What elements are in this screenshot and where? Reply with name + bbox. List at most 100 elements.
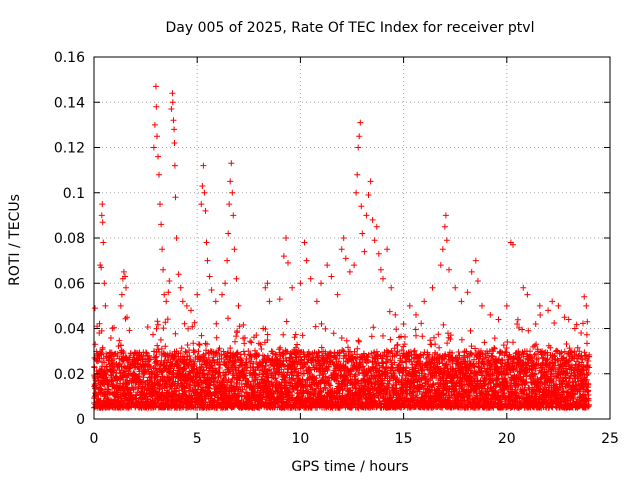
data-point <box>467 327 474 334</box>
data-point <box>205 370 212 377</box>
data-point <box>172 330 179 337</box>
data-point <box>458 336 465 343</box>
data-point <box>370 324 377 331</box>
data-point <box>216 345 223 352</box>
data-point <box>205 354 212 361</box>
data-point <box>160 325 167 332</box>
data-point <box>207 382 214 389</box>
data-point <box>240 321 247 328</box>
data-point <box>343 337 350 344</box>
data-point <box>436 344 443 351</box>
data-point <box>147 356 154 363</box>
data-point <box>139 379 146 386</box>
data-point <box>440 321 447 328</box>
data-point <box>153 325 160 332</box>
data-point <box>455 349 462 355</box>
data-point <box>186 353 193 359</box>
data-point <box>330 330 337 337</box>
data-point <box>164 316 171 323</box>
data-point <box>338 335 345 341</box>
data-point <box>144 324 151 330</box>
data-point <box>94 391 101 398</box>
data-point <box>444 340 451 347</box>
data-point <box>170 367 177 374</box>
data-point <box>191 361 198 368</box>
data-point <box>225 315 231 322</box>
data-point <box>393 326 400 333</box>
data-point <box>195 348 202 355</box>
data-point <box>322 325 329 332</box>
data-point <box>318 320 325 327</box>
data-point <box>283 318 290 325</box>
data-point <box>355 337 362 344</box>
data-point <box>158 345 165 352</box>
data-point <box>154 342 161 349</box>
data-point <box>196 341 203 348</box>
data-point <box>98 366 105 373</box>
data-point <box>190 340 197 347</box>
y-axis-label: ROTI / TECUs <box>7 194 23 286</box>
data-point <box>213 334 220 341</box>
data-point <box>312 323 319 330</box>
data-point <box>213 320 220 327</box>
data-point <box>184 342 191 348</box>
data-point <box>139 356 146 363</box>
data-point <box>491 335 498 342</box>
data-point <box>126 327 133 334</box>
data-point <box>143 349 149 356</box>
data-point <box>277 344 284 351</box>
data-point <box>291 334 298 341</box>
data-point <box>155 321 161 328</box>
data-point <box>435 331 442 338</box>
data-point <box>185 325 192 332</box>
data-point <box>111 324 117 331</box>
data-point <box>368 333 375 340</box>
data-point <box>380 332 386 339</box>
data-point <box>182 348 189 355</box>
data-point <box>187 356 194 363</box>
data-point <box>177 350 184 357</box>
data-point <box>412 326 419 333</box>
data-point <box>156 348 163 355</box>
data-point <box>373 348 380 355</box>
data-point <box>157 336 164 343</box>
data-point <box>162 319 169 326</box>
data-point <box>101 359 108 366</box>
data-point <box>117 380 124 387</box>
data-point <box>178 345 185 352</box>
data-point <box>232 338 238 345</box>
data-point <box>176 403 183 410</box>
data-point <box>418 320 425 327</box>
data-point <box>132 379 139 386</box>
data-point <box>191 319 198 326</box>
data-point <box>419 333 426 340</box>
data-point <box>118 342 124 349</box>
data-point <box>500 342 507 349</box>
chart-title: Day 005 of 2025, Rate Of TEC Index for r… <box>166 20 535 36</box>
data-point <box>248 339 255 346</box>
data-point <box>356 338 362 345</box>
data-point <box>318 344 325 351</box>
data-point <box>122 315 129 322</box>
data-point <box>386 308 393 315</box>
data-point <box>379 359 385 366</box>
data-point <box>154 318 161 325</box>
data-point <box>105 386 112 393</box>
data-point <box>189 323 196 330</box>
data-point <box>258 346 265 352</box>
data-point <box>134 357 141 364</box>
data-point <box>177 377 184 384</box>
data-point <box>116 337 123 344</box>
data-point <box>204 341 210 348</box>
data-point <box>167 375 174 382</box>
scatter-points <box>91 83 593 411</box>
data-point <box>294 341 301 348</box>
data-point <box>200 367 207 374</box>
data-point <box>292 331 299 338</box>
data-point <box>394 341 401 348</box>
data-point <box>186 381 193 388</box>
data-point <box>113 369 120 376</box>
data-point <box>195 341 202 347</box>
data-point <box>247 338 254 345</box>
data-point <box>111 356 117 362</box>
